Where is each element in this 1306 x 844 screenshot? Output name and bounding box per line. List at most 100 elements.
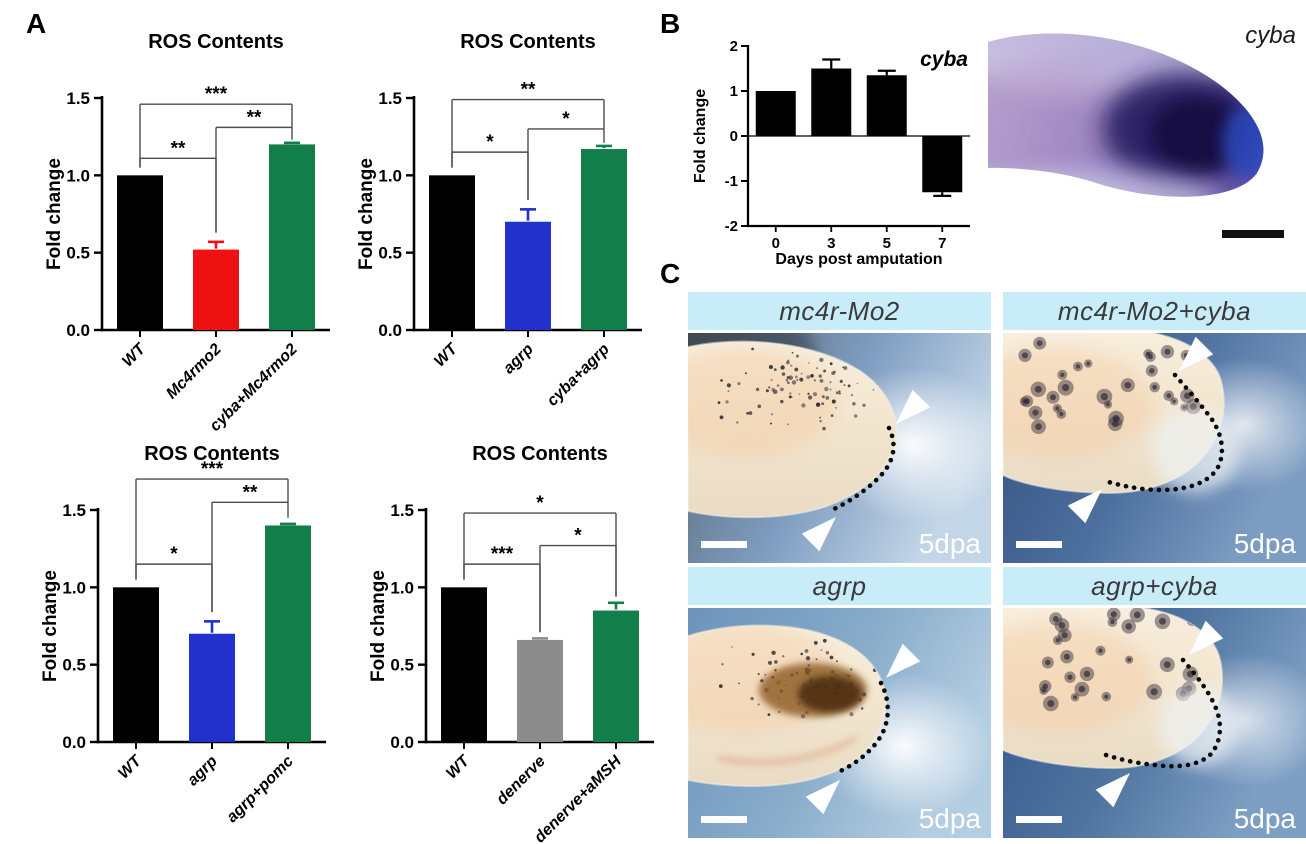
significance-stars: * — [536, 493, 544, 514]
pigment-spots — [1003, 608, 1199, 733]
bar-day-7 — [922, 136, 963, 193]
y-axis-title: Fold change — [40, 570, 61, 682]
bar-WT — [429, 175, 475, 330]
c-cell-mc4r-mo2: mc4r-Mo2 5dpa — [688, 292, 991, 563]
bar-day-3 — [811, 68, 852, 136]
regenerate-tissue — [1158, 686, 1238, 766]
c-header: mc4r-Mo2+cyba — [1003, 292, 1306, 330]
y-axis-title: Fold change — [692, 89, 709, 183]
fin-photo-image — [1003, 333, 1306, 563]
y-tick-label: 0.5 — [66, 244, 90, 263]
insitu-fin-image — [988, 16, 1306, 254]
x-tick-label: agrp — [500, 341, 537, 378]
x-tick-label: Mc4rmo2 — [163, 341, 225, 403]
c-cell-mc4r-mo2-cyba: mc4r-Mo2+cyba 5dpa — [1003, 292, 1306, 563]
significance-stars: ** — [171, 138, 186, 159]
x-tick-label: cyba+agrp — [544, 341, 613, 410]
y-tick-label: 1.5 — [66, 89, 90, 108]
bar-day-5 — [866, 75, 907, 136]
bar-agrp — [189, 633, 235, 742]
c-header: agrp — [688, 567, 991, 605]
y-tick-label: 1.5 — [390, 501, 414, 520]
insitu-photo-cyba: cyba — [988, 16, 1306, 254]
pigment-spots — [688, 625, 886, 765]
y-tick-label: 2 — [730, 38, 738, 55]
y-tick-label: 1.5 — [62, 501, 86, 520]
bar-WT — [117, 175, 163, 330]
bar-denerve+aMSH — [593, 610, 639, 742]
panel-a-label: A — [26, 8, 47, 39]
chart-svg: ROS Contents 0.0 0.5 1.0 1.5 Fold change WT agr… — [40, 443, 326, 826]
arrowhead — [801, 517, 836, 552]
y-tick-label: 0.5 — [378, 244, 402, 263]
y-tick-label: 1.0 — [66, 166, 90, 185]
x-tick-label: denerve — [493, 753, 548, 808]
x-tick-label: agrp+pomc — [224, 753, 297, 826]
significance-stars: * — [574, 526, 582, 547]
scale-bar — [1222, 230, 1284, 238]
x-tick-label: WT — [443, 752, 473, 782]
arrowhead — [1179, 336, 1214, 371]
arrowhead — [886, 643, 921, 678]
significance-stars: * — [486, 132, 494, 153]
significance-stars: * — [562, 109, 570, 130]
y-axis-title: Fold change — [368, 570, 389, 682]
chart-ros-denerve: ROS Contents 0.0 0.5 1.0 1.5 Fold change WT den… — [362, 434, 662, 844]
timepoint-label: 5dpa — [918, 803, 981, 835]
fin-photo-image — [688, 608, 991, 838]
chart-ros-agrp-pomc: ROS Contents 0.0 0.5 1.0 1.5 Fold change WT agr… — [34, 434, 334, 844]
scale-bar — [701, 541, 747, 548]
x-tick-label: 5 — [883, 235, 891, 252]
c-cell-agrp: agrp 5dpa — [688, 567, 991, 838]
x-tick-label: 7 — [938, 235, 946, 252]
x-tick-label: agrp — [184, 753, 221, 790]
y-tick-label: 1.0 — [390, 578, 414, 597]
y-axis-title: Fold change — [356, 158, 377, 270]
bar-Mc4rmo2 — [193, 249, 239, 330]
significance-stars: *** — [201, 459, 224, 480]
pigment-spots — [688, 343, 897, 458]
amputation-plane-dotted-line — [833, 680, 891, 776]
x-tick-label: 3 — [827, 235, 835, 252]
timepoint-label: 5dpa — [1233, 803, 1296, 835]
bar-denerve — [517, 639, 563, 742]
chart-cyba-timecourse: -2 -1 0 1 2 0 3 5 7 cyba Days post amputation Fold … — [690, 20, 982, 268]
chart-svg: ROS Contents 0.0 0.5 1.0 1.5 Fold change WT Mc4… — [44, 31, 330, 435]
timepoint-label: 5dpa — [1233, 528, 1296, 560]
y-tick-label: 0 — [730, 128, 738, 145]
chart-title: ROS Contents — [148, 31, 284, 53]
photo-mc4r-mo2-cyba: 5dpa — [1003, 333, 1306, 563]
timepoint-label: 5dpa — [918, 528, 981, 560]
y-tick-label: 1.0 — [62, 578, 86, 597]
c-cell-title: mc4r-Mo2+cyba — [1057, 295, 1252, 326]
y-tick-label: 0.0 — [390, 733, 414, 752]
y-tick-label: 0.5 — [390, 656, 414, 675]
c-cell-title: mc4r-Mo2 — [779, 295, 900, 326]
chart-title: cyba — [920, 48, 968, 71]
chart-title: ROS Contents — [144, 443, 280, 465]
bar-cyba+Mc4rmo2 — [269, 144, 315, 330]
y-tick-label: -1 — [725, 173, 738, 190]
bar-agrp — [505, 221, 551, 330]
significance-stars: *** — [205, 84, 228, 105]
chart-svg: -2 -1 0 1 2 0 3 5 7 cyba Days post amputation Fold … — [692, 38, 970, 268]
c-cell-agrp-cyba: agrp+cyba 5dpa — [1003, 567, 1306, 838]
panel-b-label: B — [660, 8, 681, 39]
y-tick-label: 0.5 — [62, 656, 86, 675]
y-tick-label: 1.0 — [378, 166, 402, 185]
c-cell-title: agrp — [812, 570, 867, 601]
y-tick-label: 0.0 — [378, 321, 402, 340]
panel-c-label: C — [660, 258, 681, 289]
y-tick-label: -2 — [725, 218, 738, 235]
bar-day-0 — [755, 91, 796, 136]
regenerate-tissue — [1151, 409, 1239, 493]
significance-stars: ** — [247, 107, 262, 128]
bar-WT — [441, 587, 487, 742]
insitu-gene-label: cyba — [1245, 22, 1296, 49]
arrowhead — [896, 389, 931, 424]
photo-mc4r-mo2: 5dpa — [688, 333, 991, 563]
x-axis-title: Days post amputation — [775, 251, 942, 268]
x-tick-label: WT — [115, 752, 145, 782]
arrowhead — [1095, 773, 1130, 808]
pigment-spots — [1003, 336, 1201, 458]
